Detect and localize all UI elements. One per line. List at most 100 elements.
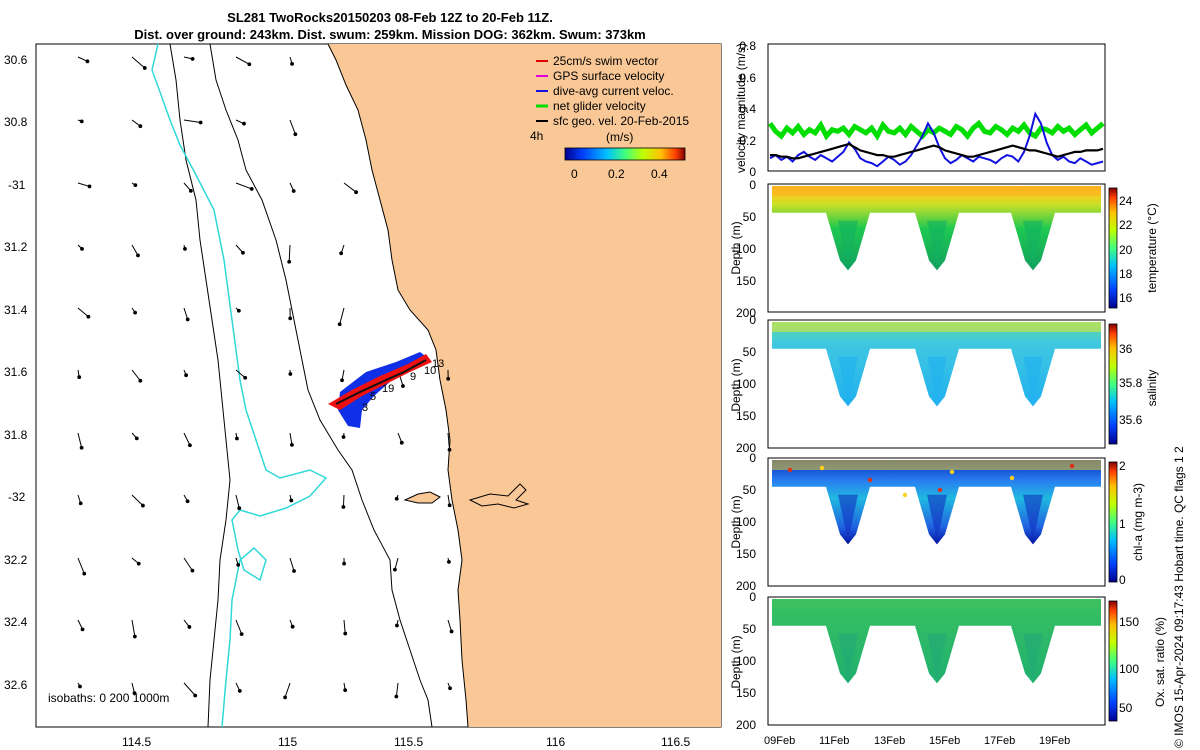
current-vector-head — [289, 498, 294, 503]
oxygen-deep-dive-1 — [838, 633, 858, 680]
land-area — [328, 44, 721, 727]
lat-tick-32.6: 32.6 — [4, 678, 28, 692]
current-vector-head — [80, 246, 84, 251]
oxy-cbar-label: Ox. sat. ratio (%) — [1153, 617, 1167, 707]
current-vector-head — [185, 317, 190, 322]
temp-ylabel: Depth (m) — [729, 221, 743, 274]
current-vector-head — [236, 562, 241, 567]
temperature-colorbar — [1108, 187, 1118, 309]
coastline — [327, 43, 469, 728]
current-vector — [131, 494, 144, 506]
current-vector — [131, 619, 136, 637]
current-vector-head — [138, 124, 143, 129]
temp-depth-50: 50 — [743, 210, 757, 224]
chla-deep-dive-1 — [838, 494, 858, 541]
lon-tick-115: 115 — [278, 735, 297, 749]
current-vector — [284, 682, 291, 698]
current-vector — [447, 432, 451, 450]
chla-patch — [1009, 475, 1015, 481]
chla-colorbar — [1108, 461, 1118, 583]
legend-label-net: net glider velocity — [553, 99, 646, 113]
current-vector-head — [449, 629, 454, 634]
current-vector-head — [235, 436, 239, 441]
current-vector-head — [292, 569, 296, 573]
lat-tick-31.4: 31.4 — [4, 303, 28, 317]
current-vector-head — [198, 120, 203, 125]
time-tick-09Feb: 09Feb — [764, 735, 795, 747]
temp-depth-150: 150 — [736, 274, 756, 288]
oxy-cbar-50: 50 — [1119, 701, 1133, 715]
chl-ylabel: Depth (m) — [729, 495, 743, 548]
temperature-deep-dive-1 — [838, 220, 858, 267]
oxy-depth-200: 200 — [736, 718, 756, 732]
current-vector-head — [136, 561, 141, 566]
chl-cbar-label: chl-a (mg m-3) — [1131, 483, 1145, 561]
chla-patch — [937, 487, 943, 493]
salinity-labels: 0 50 100 150 200 Depth (m) 36 35.8 35.6 … — [729, 313, 1159, 455]
lat-tick-32: -32 — [8, 490, 26, 504]
current-vector-head — [448, 686, 452, 691]
current-vector-head — [132, 691, 137, 695]
lon-tick-116.5: 116.5 — [661, 735, 690, 749]
current-vector-head — [342, 561, 347, 566]
track-label-3: 3 — [362, 402, 368, 414]
current-vector — [235, 619, 243, 635]
chl-cbar-2: 2 — [1119, 459, 1126, 473]
legend-label-gps: GPS surface velocity — [553, 69, 664, 83]
chla-patch — [949, 469, 955, 475]
chla-patch — [787, 467, 793, 473]
current-vector-head — [249, 187, 254, 191]
chl-cbar-0: 0 — [1119, 573, 1126, 587]
lat-tick-32.4: 32.4 — [4, 615, 28, 629]
current-vector-head — [193, 693, 198, 698]
current-vector-head — [138, 378, 143, 383]
current-vector — [183, 307, 189, 320]
temp-cbar-16: 16 — [1119, 291, 1133, 305]
current-vector-head — [339, 251, 344, 256]
lat-tick-30.6: 30.6 — [4, 53, 28, 67]
current-vector — [447, 619, 453, 632]
salinity-deep-dive-2 — [927, 356, 947, 403]
isobath-200m — [209, 43, 433, 728]
current-vector — [289, 432, 293, 445]
current-vector-head — [78, 501, 83, 506]
salinity-deep-dive-1 — [838, 356, 858, 403]
current-vector-head — [288, 372, 293, 376]
oxy-depth-50: 50 — [743, 622, 757, 636]
current-vector-head — [343, 688, 348, 693]
current-vector — [183, 557, 193, 571]
current-vector-head — [393, 567, 397, 572]
oxy-ylabel: Depth (m) — [729, 635, 743, 688]
legend-label-dive-avg: dive-avg current veloc. — [553, 84, 674, 98]
current-vector — [235, 182, 252, 190]
current-vector-head — [141, 503, 145, 508]
current-vector-head — [290, 61, 294, 66]
current-vector-head — [343, 631, 348, 636]
time-tick-13Feb: 13Feb — [874, 735, 905, 747]
sal-depth-100: 100 — [736, 377, 756, 391]
current-vector-head — [185, 499, 190, 504]
velocity-series-dive-avg-current-veloc — [769, 111, 1104, 168]
current-vector-head — [133, 183, 138, 188]
oxy-depth-150: 150 — [736, 686, 756, 700]
current-vector-head — [142, 66, 147, 70]
lat-tick-31: -31 — [8, 178, 26, 192]
time-tick-15Feb: 15Feb — [929, 735, 960, 747]
velocity-ytick-0.4: 0.4 — [739, 102, 756, 116]
velocity-series-net-glider-velocity — [767, 119, 1105, 141]
velocity-series — [767, 111, 1105, 168]
current-vector — [235, 494, 240, 509]
velocity-ytick-0.2: 0.2 — [739, 134, 756, 148]
current-vector-head — [136, 253, 140, 258]
sal-depth-150: 150 — [736, 409, 756, 423]
current-vector-head — [190, 568, 195, 573]
oxygen-deep-dive-2 — [927, 633, 947, 680]
current-vector-head — [184, 373, 188, 378]
current-vector-head — [187, 625, 192, 629]
colorbar-tick-0: 0 — [571, 167, 578, 181]
current-vector-head — [243, 375, 248, 380]
chl-cbar-1: 1 — [1119, 517, 1126, 531]
sal-cbar-35.6: 35.6 — [1119, 413, 1143, 427]
track-label-19: 19 — [382, 383, 394, 395]
oxygen-deep-dive-3 — [1023, 633, 1043, 680]
